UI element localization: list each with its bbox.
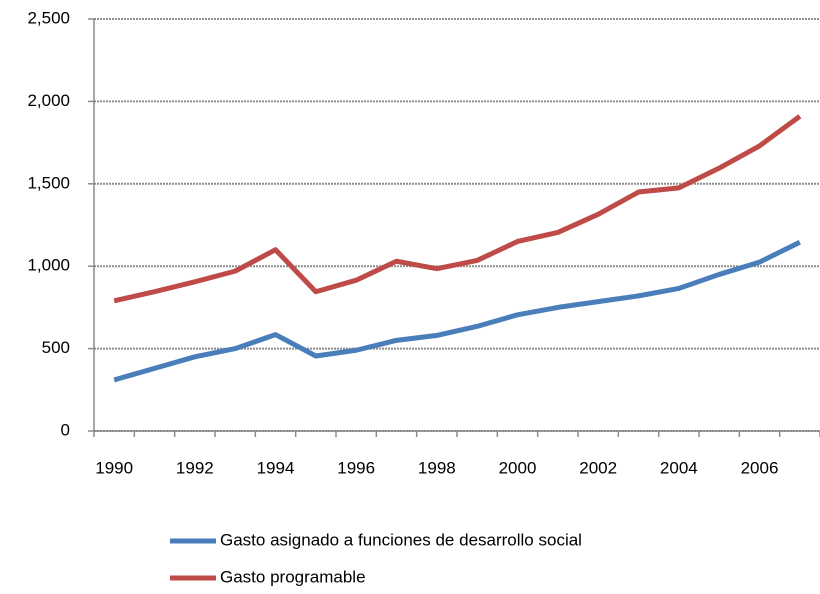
x-tick-label: 1990 (95, 458, 133, 477)
x-tick-label: 1998 (418, 458, 456, 477)
legend-label: Gasto asignado a funciones de desarrollo… (220, 530, 582, 549)
x-tick-label: 2006 (741, 458, 779, 477)
y-tick-label: 0 (61, 420, 70, 439)
y-tick-label: 2,000 (27, 91, 70, 110)
series-line (113, 114, 802, 304)
y-tick-label: 2,500 (27, 8, 70, 27)
x-tick-label: 2000 (499, 458, 537, 477)
y-tick-label: 1,500 (27, 173, 70, 192)
series-line (113, 240, 801, 383)
x-tick-label: 1994 (257, 458, 295, 477)
x-tick-label: 2002 (579, 458, 617, 477)
y-tick-label: 1,000 (27, 256, 70, 275)
x-tick-label: 1996 (337, 458, 375, 477)
x-tick-label: 1992 (176, 458, 214, 477)
legend-label: Gasto programable (220, 567, 366, 586)
x-tick-label: 2004 (660, 458, 698, 477)
y-tick-label: 500 (42, 338, 70, 357)
